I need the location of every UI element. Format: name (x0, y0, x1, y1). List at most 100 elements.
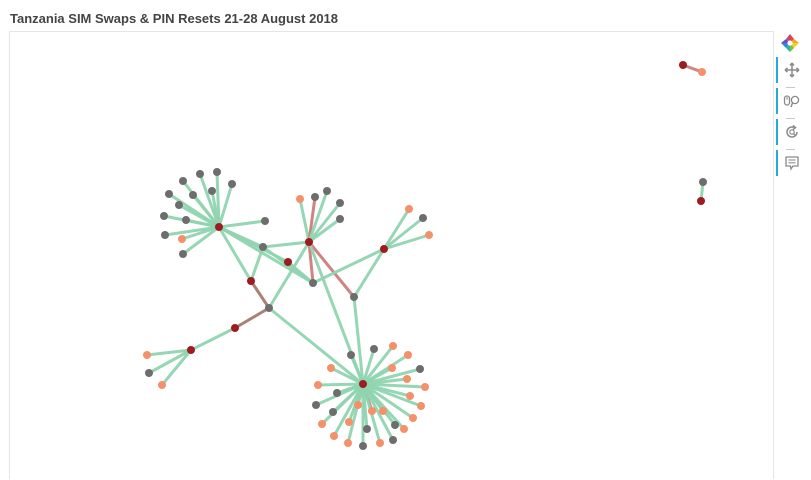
graph-node[interactable] (178, 235, 186, 243)
graph-edge (307, 196, 317, 243)
graph-node[interactable] (309, 279, 317, 287)
wheel-zoom-tool[interactable] (776, 88, 806, 114)
graph-node[interactable] (416, 365, 424, 373)
graph-node[interactable] (327, 364, 335, 372)
graph-node[interactable] (389, 436, 397, 444)
graph-node[interactable] (175, 201, 183, 209)
graph-edge (307, 241, 315, 284)
graph-edge (160, 349, 193, 386)
wheel-zoom-icon (783, 95, 800, 108)
reset-tool[interactable] (776, 119, 806, 145)
graph-node[interactable] (179, 177, 187, 185)
graph-edge (308, 217, 341, 244)
graph-node[interactable] (403, 375, 411, 383)
graph-node[interactable] (379, 407, 387, 415)
graph-node[interactable] (409, 414, 417, 422)
graph-node[interactable] (347, 351, 355, 359)
graph-edge (361, 345, 395, 385)
graph-node[interactable] (330, 432, 338, 440)
graph-edge (317, 382, 364, 387)
graph-node-hub[interactable] (231, 324, 239, 332)
graph-node[interactable] (165, 190, 173, 198)
graph-node[interactable] (265, 304, 273, 312)
graph-node[interactable] (370, 345, 378, 353)
graph-edge (361, 348, 376, 385)
graph-node[interactable] (314, 381, 322, 389)
graph-node[interactable] (312, 401, 320, 409)
graph-canvas[interactable] (9, 31, 774, 479)
graph-edge (249, 246, 265, 282)
graph-node[interactable] (336, 199, 344, 207)
graph-node[interactable] (196, 170, 204, 178)
bokeh-logo[interactable] (776, 30, 804, 56)
graph-node-hub[interactable] (697, 197, 705, 205)
graph-node[interactable] (344, 439, 352, 447)
graph-node[interactable] (182, 216, 190, 224)
graph-node[interactable] (391, 421, 399, 429)
graph-node[interactable] (158, 381, 166, 389)
graph-node[interactable] (160, 212, 168, 220)
toolbar-divider (786, 149, 795, 150)
graph-node[interactable] (368, 407, 376, 415)
graph-edge (210, 190, 221, 228)
graph-node[interactable] (425, 231, 433, 239)
graph-node[interactable] (404, 351, 412, 359)
graph-node[interactable] (208, 187, 216, 195)
graph-node[interactable] (363, 425, 371, 433)
plot-toolbar (776, 30, 806, 180)
graph-node[interactable] (228, 180, 236, 188)
graph-node[interactable] (189, 191, 197, 199)
graph-node[interactable] (261, 217, 269, 225)
graph-node[interactable] (333, 389, 341, 397)
graph-node[interactable] (389, 342, 397, 350)
graph-node[interactable] (323, 187, 331, 195)
graph-node[interactable] (161, 231, 169, 239)
graph-node[interactable] (179, 250, 187, 258)
graph-node-hub[interactable] (284, 258, 292, 266)
graph-node-hub[interactable] (679, 61, 687, 69)
graph-node[interactable] (350, 293, 358, 301)
graph-node[interactable] (354, 401, 362, 409)
graph-edge (185, 218, 220, 229)
graph-node[interactable] (145, 369, 153, 377)
graph-node[interactable] (405, 205, 413, 213)
graph-node[interactable] (406, 392, 414, 400)
graph-node[interactable] (213, 168, 221, 176)
graph-node[interactable] (419, 214, 427, 222)
graph-edge (330, 366, 364, 386)
graph-node-hub[interactable] (380, 245, 388, 253)
graph-node[interactable] (376, 439, 384, 447)
graph-node[interactable] (388, 364, 396, 372)
graph-node-hub[interactable] (305, 238, 313, 246)
graph-node[interactable] (698, 68, 706, 76)
graph-node-hub[interactable] (187, 346, 195, 354)
graph-node[interactable] (318, 420, 326, 428)
hover-tool[interactable] (776, 150, 806, 176)
graph-node[interactable] (143, 351, 151, 359)
graph-node[interactable] (296, 195, 304, 203)
graph-node[interactable] (329, 408, 337, 416)
graph-node[interactable] (400, 425, 408, 433)
pan-tool[interactable] (776, 57, 806, 83)
graph-node[interactable] (345, 418, 353, 426)
graph-edge (182, 225, 220, 256)
toolbar-divider (786, 118, 795, 119)
graph-edge (361, 382, 406, 431)
graph-node-hub[interactable] (247, 277, 255, 285)
graph-edge (249, 280, 271, 309)
graph-node[interactable] (311, 193, 319, 201)
graph-node[interactable] (417, 402, 425, 410)
network-graph (143, 61, 707, 450)
graph-node[interactable] (259, 243, 267, 251)
graph-node-hub[interactable] (359, 380, 367, 388)
graph-edge (362, 382, 426, 389)
graph-edge (262, 240, 310, 249)
hover-icon (785, 156, 799, 171)
graph-node-hub[interactable] (215, 223, 223, 231)
graph-edge (217, 226, 253, 282)
graph-node[interactable] (421, 383, 429, 391)
graph-edge (178, 203, 220, 229)
graph-node[interactable] (336, 215, 344, 223)
graph-node[interactable] (359, 442, 367, 450)
graph-node[interactable] (699, 178, 707, 186)
